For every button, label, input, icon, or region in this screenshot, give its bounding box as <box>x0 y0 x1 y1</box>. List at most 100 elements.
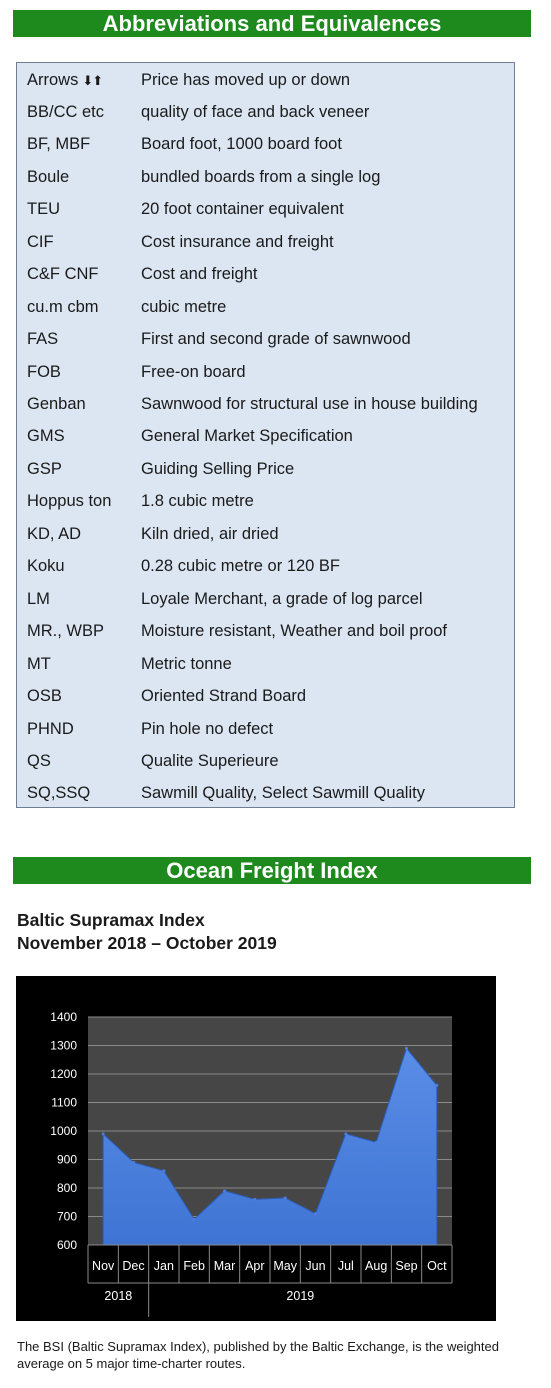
abbreviation-definition: Price has moved up or down <box>141 70 351 89</box>
abbreviation-term-text: GMS <box>27 427 65 446</box>
abbreviation-term-text: MR., WBP <box>27 622 104 641</box>
abbreviation-term: MT <box>27 648 51 680</box>
abbreviation-row: BB/CC etc quality of face and back veneer <box>17 96 514 128</box>
abbreviation-row: FAS First and second grade of sawnwood <box>17 323 514 355</box>
y-tick-label: 1000 <box>50 1124 77 1138</box>
x-tick-label: Jun <box>305 1259 325 1273</box>
abbreviation-term: Koku <box>27 550 65 582</box>
abbreviation-term-text: FAS <box>27 330 59 349</box>
data-point <box>253 1197 257 1201</box>
abbreviation-term: CIF <box>27 226 54 258</box>
abbreviation-term-text: Arrows <box>27 70 79 89</box>
abbreviation-definition: Pin hole no defect <box>141 719 274 738</box>
abbreviation-term-text: OSB <box>27 687 62 706</box>
abbreviation-definition: General Market Specification <box>141 427 353 446</box>
x-tick-label: Aug <box>365 1259 387 1273</box>
x-tick-label: Mar <box>214 1259 236 1273</box>
x-tick-label: Apr <box>245 1259 264 1273</box>
data-point <box>132 1160 135 1164</box>
x-tick-label: Oct <box>427 1259 447 1273</box>
abbreviation-definition: Board foot, 1000 board foot <box>141 135 342 154</box>
abbreviation-term-text: TEU <box>27 200 60 219</box>
abbreviation-definition: Metric tonne <box>141 654 232 673</box>
chart-subtitle: November 2018 – October 2019 <box>17 933 277 953</box>
abbreviation-row: TEU 20 foot container equivalent <box>17 193 514 225</box>
abbreviation-term-text: Hoppus ton <box>27 492 112 511</box>
abbreviation-term-text: CIF <box>27 232 54 251</box>
abbreviation-term-text: KD, AD <box>27 524 82 543</box>
abbreviation-row: cu.m cbm cubic metre <box>17 291 514 323</box>
abbreviation-row: GMS General Market Specification <box>17 420 514 452</box>
abbreviation-definition: 0.28 cubic metre or 120 BF <box>141 557 341 576</box>
data-point <box>162 1169 166 1173</box>
abbreviation-definition: First and second grade of sawnwood <box>141 330 411 349</box>
abbreviation-definition: Oriented Strand Board <box>141 687 307 706</box>
abbreviation-term-text: MT <box>27 654 51 673</box>
abbreviation-term: Arrows ⬇⬆ <box>27 64 103 97</box>
abbreviation-term: BB/CC etc <box>27 96 104 128</box>
abbreviation-definition: Guiding Selling Price <box>141 459 295 478</box>
data-point <box>283 1196 287 1200</box>
abbreviation-row: Hoppus ton 1.8 cubic metre <box>17 485 514 517</box>
abbreviation-definition: Free-on board <box>141 362 246 381</box>
chart-title: Baltic Supramax Index <box>17 910 205 930</box>
abbreviation-row: BF, MBF Board foot, 1000 board foot <box>17 128 514 160</box>
abbreviation-term: QS <box>27 745 51 777</box>
abbreviation-definition: Sawmill Quality, Select Sawmill Quality <box>141 784 425 803</box>
abbreviations-banner: Abbreviations and Equivalences <box>13 10 531 37</box>
abbreviation-row: Genban Sawnwood for structural use in hou… <box>17 388 514 420</box>
y-tick-label: 600 <box>57 1238 77 1252</box>
abbreviation-row: Arrows ⬇⬆ Price has moved up or down <box>17 64 514 96</box>
data-point <box>101 1132 105 1136</box>
abbreviation-term: MR., WBP <box>27 615 104 647</box>
abbreviation-term-text: Boule <box>27 167 70 186</box>
abbreviation-term-text: QS <box>27 751 51 770</box>
abbreviation-term-text: BF, MBF <box>27 135 91 154</box>
abbreviation-definition: Cost insurance and freight <box>141 232 334 251</box>
abbreviation-definition: Qualite Superieure <box>141 751 279 770</box>
y-tick-label: 800 <box>57 1181 77 1195</box>
abbreviation-term: PHND <box>27 713 74 745</box>
abbreviation-term: BF, MBF <box>27 128 90 160</box>
y-tick-label: 1100 <box>51 1096 77 1110</box>
abbreviation-definition: Loyale Merchant, a grade of log parcel <box>141 589 423 608</box>
abbreviation-term: KD, AD <box>27 518 81 550</box>
abbreviation-term-text: C&F CNF <box>27 265 99 284</box>
data-point <box>435 1083 439 1087</box>
y-tick-label: 1300 <box>50 1039 77 1053</box>
abbreviation-term-text: Koku <box>27 557 65 576</box>
abbreviation-definition: cubic metre <box>141 297 227 316</box>
abbreviation-term: FOB <box>27 356 61 388</box>
abbreviation-term-text: LM <box>27 589 50 608</box>
abbreviation-row: OSB Oriented Strand Board <box>17 680 514 712</box>
data-point <box>374 1140 378 1144</box>
year-group-label: 2019 <box>286 1289 314 1303</box>
data-point <box>223 1189 226 1193</box>
abbreviation-term-text: BB/CC etc <box>27 102 105 121</box>
abbreviation-row: MT Metric tonne <box>17 648 514 680</box>
x-tick-label: May <box>273 1259 297 1273</box>
abbreviation-term: GMS <box>27 420 65 452</box>
abbreviation-definition: Moisture resistant, Weather and boil pro… <box>141 622 448 641</box>
abbreviation-term: OSB <box>27 680 62 712</box>
x-tick-label: Feb <box>183 1259 205 1273</box>
y-tick-label: 700 <box>57 1210 77 1224</box>
abbreviation-row: MR., WBP Moisture resistant, Weather and … <box>17 615 514 647</box>
abbreviation-definition: 1.8 cubic metre <box>141 492 254 511</box>
abbreviation-row: FOB Free-on board <box>17 356 514 388</box>
abbreviation-row: KD, AD Kiln dried, air dried <box>17 518 514 550</box>
abbreviation-row: Boule bundled boards from a single log <box>17 161 514 193</box>
abbreviation-definition: Kiln dried, air dried <box>141 524 279 543</box>
abbreviation-row: GSP Guiding Selling Price <box>17 453 514 485</box>
abbreviation-term: TEU <box>27 193 60 225</box>
abbreviation-term: Genban <box>27 388 86 420</box>
abbreviation-term: Hoppus ton <box>27 485 111 517</box>
abbreviation-definition: bundled boards from a single log <box>141 167 381 186</box>
chart-caption: The BSI (Baltic Supramax Index), publish… <box>17 1339 499 1371</box>
abbreviation-row: PHND Pin hole no defect <box>17 713 514 745</box>
abbreviation-row: LM Loyale Merchant, a grade of log parcel <box>17 583 514 615</box>
abbreviation-definition: 20 foot container equivalent <box>141 200 344 219</box>
chart-frame: 600 700 800 900 1000 1100 1200 1300 1400 Nov Dec Ja… <box>16 976 496 1321</box>
abbreviation-term: C&F CNF <box>27 258 99 290</box>
abbreviation-row: QS Qualite Superieure <box>17 745 514 777</box>
